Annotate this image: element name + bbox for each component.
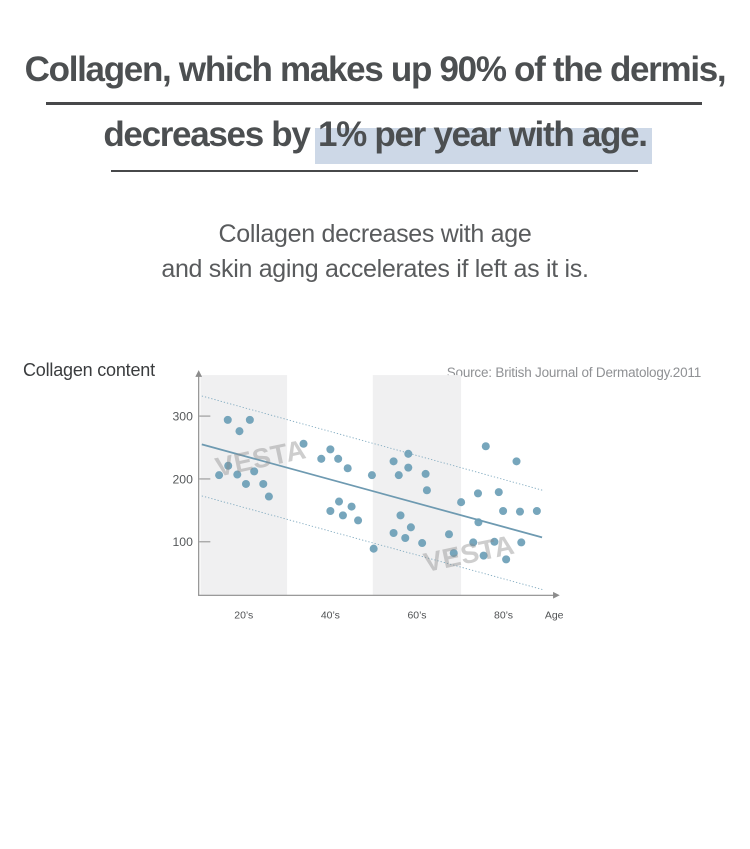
trend-line — [201, 443, 543, 539]
scatter-point — [517, 538, 526, 547]
scatter-point — [422, 486, 431, 495]
scatter-point — [473, 489, 483, 498]
scatter-point — [421, 469, 430, 478]
scatter-point — [326, 506, 335, 516]
scatter-point — [241, 479, 250, 488]
subtitle-line-1: Collagen decreases with age — [218, 220, 532, 248]
axes-layer — [195, 370, 560, 599]
x-tick-label: 60’s — [407, 611, 426, 622]
scatter-point — [396, 511, 405, 520]
scatter-point — [394, 471, 403, 480]
scatter-point — [389, 457, 398, 466]
scatter-point — [245, 415, 254, 424]
y-tick-label: 300 — [173, 409, 194, 423]
scatter-point — [347, 502, 356, 511]
title-underline-1 — [46, 102, 702, 105]
scatter-point — [474, 518, 483, 527]
scatter-point — [233, 470, 242, 479]
confidence-upper-line — [201, 395, 543, 491]
y-tick-label: 100 — [173, 535, 194, 549]
title-line-2-prefix: decreases by — [103, 115, 318, 154]
title-highlighted-phrase: 1% per year with age. — [317, 115, 648, 154]
scatter-point — [512, 457, 521, 466]
y-axis-title: Collagen content — [23, 360, 155, 380]
trend-layer — [201, 395, 543, 590]
x-tick-label: 40’s — [321, 611, 340, 622]
subtitle: Collagen decreases with age and skin agi… — [0, 217, 750, 287]
x-axis-arrow-icon — [553, 591, 560, 599]
scatter-point — [479, 551, 488, 560]
scatter-point — [404, 449, 413, 458]
scatter-point — [494, 488, 503, 497]
scatter-point — [490, 537, 499, 546]
scatter-point — [264, 492, 273, 501]
scatter-point — [389, 528, 398, 537]
decade-shading-layer — [200, 375, 462, 596]
axis-labels-layer: 300 200 100 20’s 40’s 60’s 80’s Age — [173, 409, 564, 621]
scatter-point — [235, 427, 244, 436]
title-line-1: Collagen, which makes up 90% of the derm… — [24, 50, 727, 89]
scatter-point — [317, 454, 326, 463]
subtitle-line-2: and skin aging accelerates if left as it… — [161, 255, 589, 283]
x-tick-label: 80’s — [494, 611, 513, 622]
scatter-point — [215, 471, 224, 480]
scatter-point — [404, 463, 413, 472]
x-tick-label: 20’s — [234, 611, 253, 622]
scatter-point — [369, 544, 378, 553]
scatter-point — [367, 471, 376, 480]
scatter-point — [259, 479, 268, 488]
title-line-2: decreases by 1% per year with age. — [0, 115, 750, 155]
scatter-point — [343, 464, 352, 473]
scatter-point — [469, 538, 478, 547]
y-tick-label: 200 — [173, 472, 194, 486]
title-underline-2 — [111, 170, 638, 172]
y-axis-arrow-icon — [195, 370, 203, 377]
confidence-lower-line — [201, 495, 543, 590]
scatter-point — [335, 497, 344, 506]
scatter-point — [250, 467, 259, 476]
tick-layer — [199, 415, 211, 543]
x-axis-title: Age — [545, 611, 564, 622]
scatter-point — [418, 539, 427, 548]
scatter-point — [449, 549, 458, 558]
scatter-point — [299, 439, 308, 448]
scatter-point — [406, 523, 415, 532]
scatter-point — [334, 454, 343, 463]
scatter-points-layer — [215, 415, 541, 564]
scatter-point — [502, 555, 511, 564]
scatter-point — [515, 507, 524, 516]
scatter-point — [457, 498, 466, 507]
scatter-point — [499, 506, 508, 516]
scatter-point — [326, 445, 335, 454]
decade-band — [372, 375, 462, 596]
scatter-point — [223, 415, 232, 424]
scatter-point — [481, 442, 490, 451]
scatter-point — [338, 511, 347, 520]
scatter-point — [224, 461, 233, 470]
scatter-point — [354, 516, 363, 525]
scatter-chart-section: Collagen content Source: British Journal… — [0, 355, 750, 849]
scatter-point — [401, 533, 410, 543]
scatter-point — [532, 506, 541, 516]
scatter-point — [444, 530, 454, 539]
source-citation: Source: British Journal of Dermatology.2… — [446, 365, 701, 380]
